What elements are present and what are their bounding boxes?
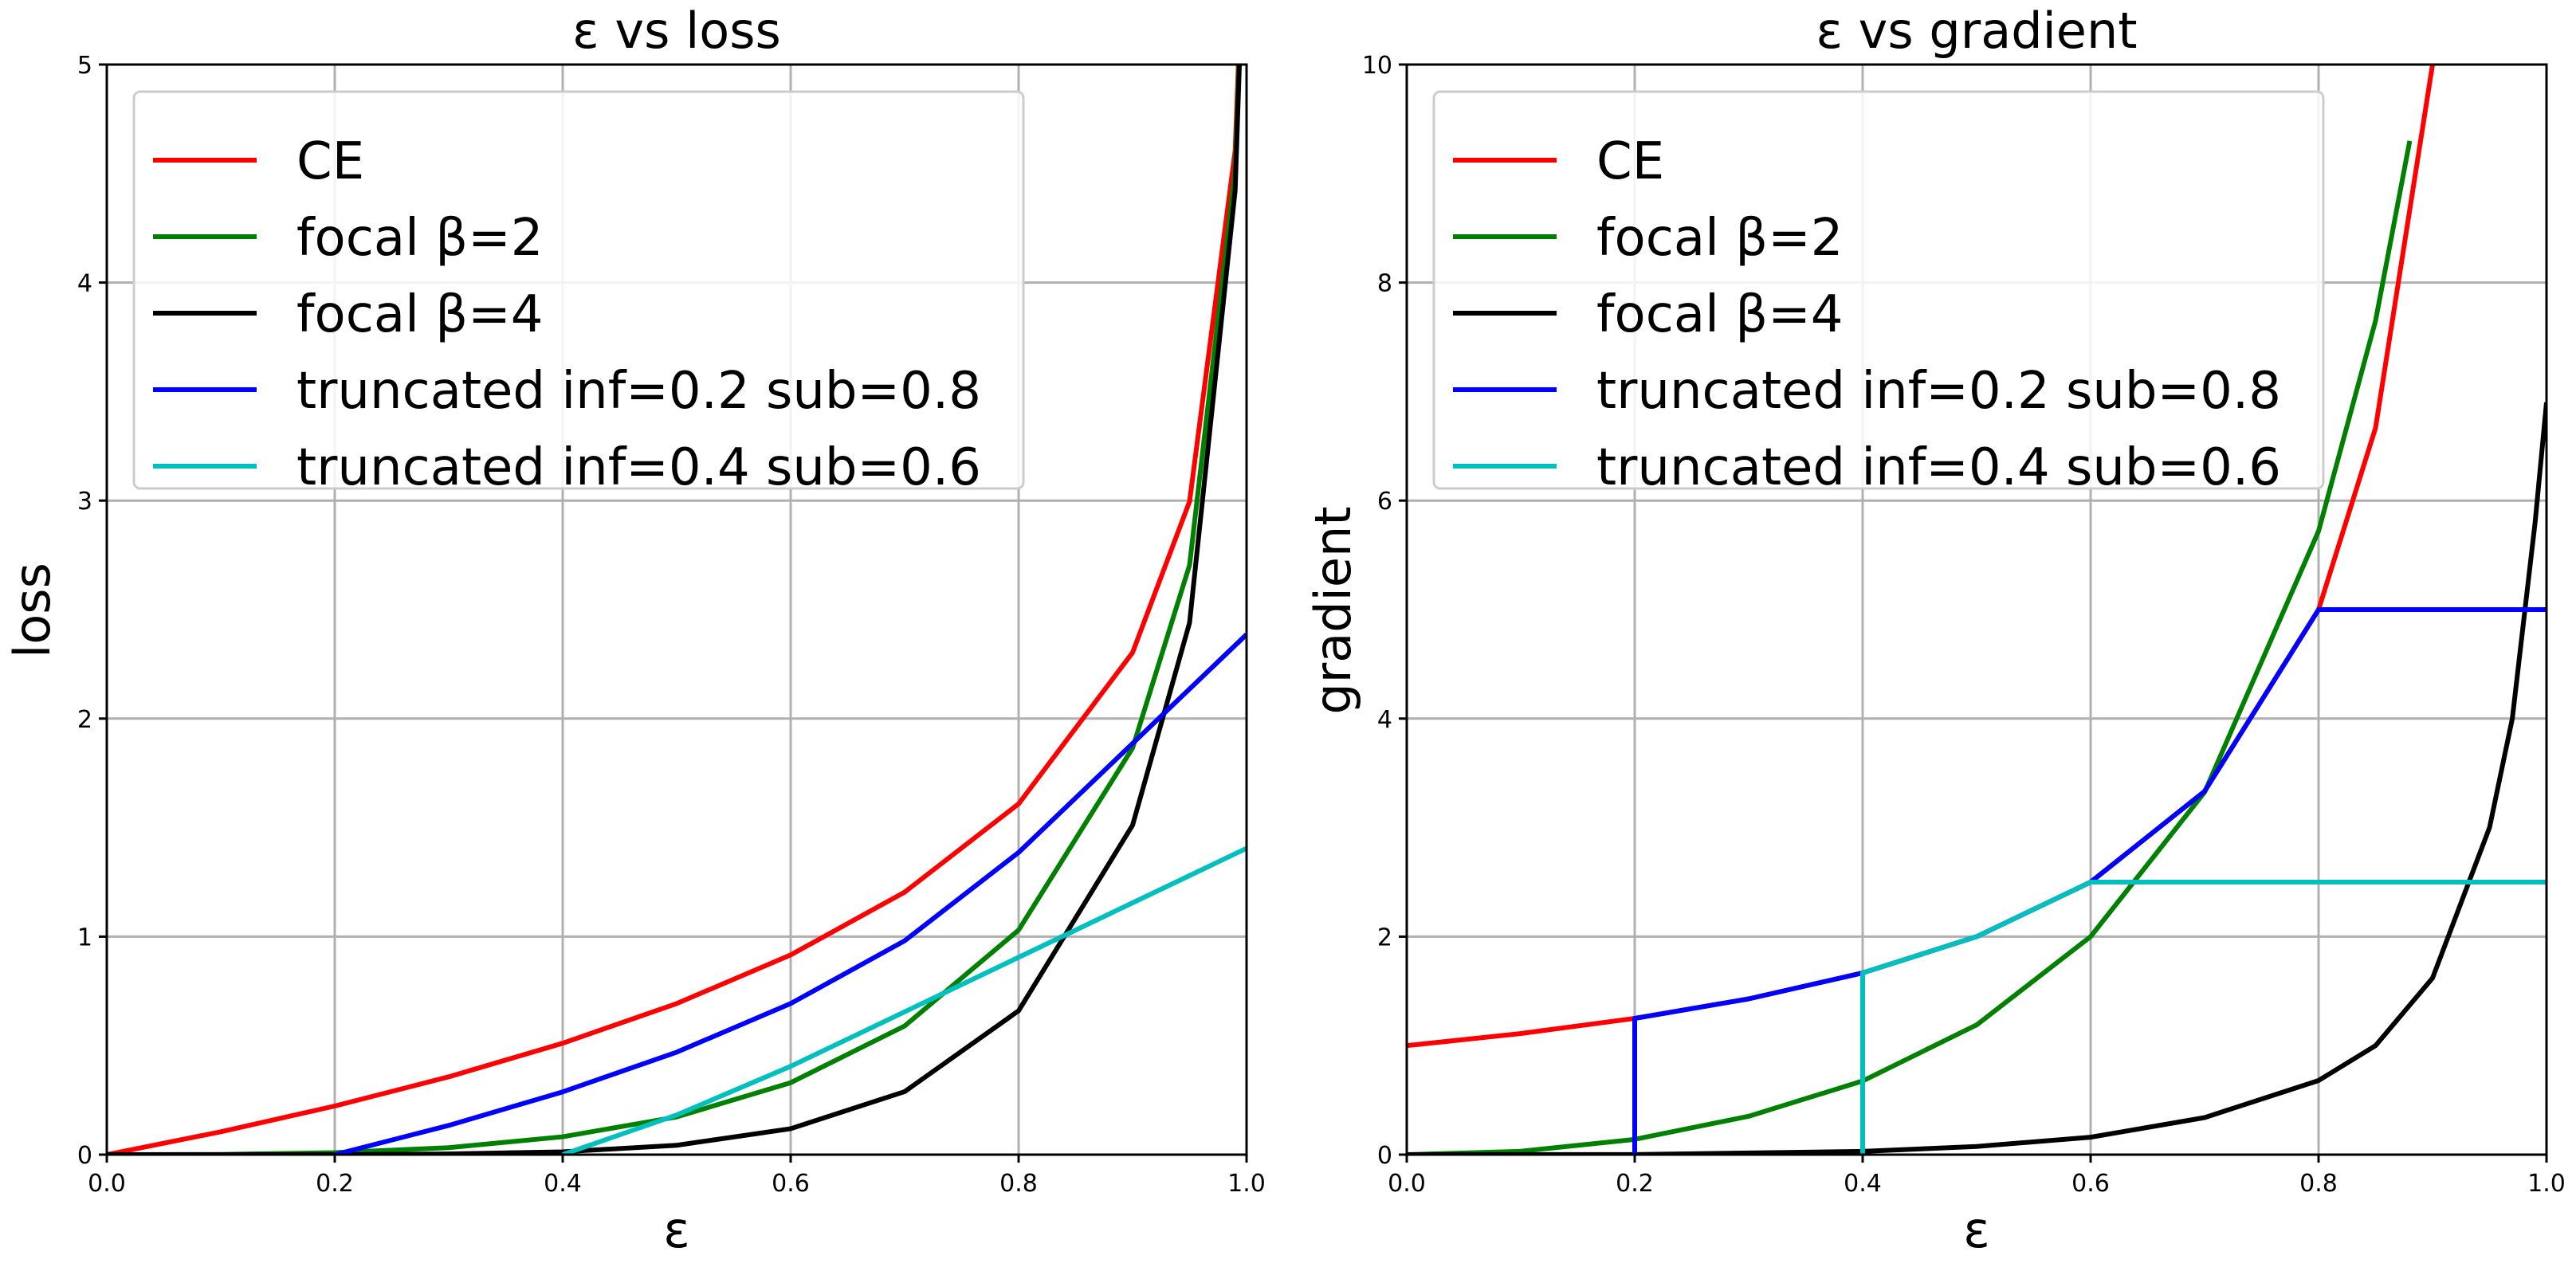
loss-y-tick-label: 5 [77,52,92,80]
loss-legend-label-focal-2: focal β=2 [296,209,543,268]
loss-series-line-ce [107,65,1241,1155]
gradient-x-tick-label: 0.2 [1616,1170,1654,1198]
gradient-legend-label-ce: CE [1596,132,1664,191]
gradient-legend-label-truncated-inf-0-2-sub-0-8: truncated inf=0.2 sub=0.8 [1596,362,2281,421]
loss-legend-label-ce: CE [296,132,364,191]
gradient-x-tick-label: 0.6 [2071,1170,2110,1198]
loss-panel: ε vs loss ε loss 0.0 0.2 0.4 0.6 0.8 1.0 0 1 2 3 4… [3,2,1266,1259]
loss-panel-ylabel: loss [3,563,61,658]
loss-legend-box [132,90,1025,490]
loss-x-tick-label: 0.6 [772,1170,810,1198]
gradient-panel: ε vs gradient ε gradient 0.0 0.2 0.4 0.6 0.8… [1304,2,2566,1259]
loss-panel-title: ε vs loss [572,2,781,60]
loss-x-tick-label: 0.8 [999,1170,1038,1198]
gradient-x-tick-label: 0.8 [2299,1170,2338,1198]
loss-legend-label-focal-4: focal β=4 [296,285,543,344]
gradient-panel-ylabel: gradient [1304,506,1362,714]
gradient-plot-frame [1405,63,2548,1156]
gradient-series-line-focal-4 [1407,402,2547,1155]
loss-legend-label-truncated-inf-0-4-sub-0-6: truncated inf=0.4 sub=0.6 [296,438,981,497]
gradient-x-tick-label: 1.0 [2527,1170,2566,1198]
loss-legend-label-truncated-inf-0-2-sub-0-8: truncated inf=0.2 sub=0.8 [296,362,981,421]
loss-plot-frame [105,63,1248,1156]
gradient-y-tick-label: 8 [1377,270,1392,298]
gradient-y-tick-label: 2 [1377,924,1392,951]
loss-y-tick-label: 4 [77,270,92,298]
gradient-series-line-focal-2 [1407,140,2413,1155]
loss-y-tick-label: 2 [77,706,92,734]
gradient-x-tick-label: 0.0 [1388,1170,1426,1198]
gradient-legend-label-focal-2: focal β=2 [1596,209,1843,268]
gradient-legend-label-focal-4: focal β=4 [1596,285,1843,344]
loss-x-tick-label: 1.0 [1227,1170,1266,1198]
gradient-y-tick-label: 6 [1377,488,1392,516]
gradient-legend-label-truncated-inf-0-4-sub-0-6: truncated inf=0.4 sub=0.6 [1596,438,2281,497]
loss-series-line-truncated-inf-0-4-sub-0-6 [562,845,1247,1155]
loss-series-line-focal-4 [107,65,1243,1155]
loss-x-tick-label: 0.2 [316,1170,354,1198]
gradient-panel-xlabel: ε [1963,1201,1990,1259]
loss-y-tick-label: 0 [77,1142,92,1170]
loss-legend: CE focal β=2 focal β=4 truncated inf=0.2 su… [132,90,1025,497]
loss-panel-xlabel: ε [663,1201,690,1259]
loss-x-tick-label: 0.0 [88,1170,126,1198]
loss-x-tick-label: 0.4 [544,1170,582,1198]
gradient-series-line-truncated-inf-0-4-sub-0-6 [1860,880,2547,1155]
gradient-legend-box [1432,90,2325,490]
gradient-y-tick-label: 10 [1362,52,1392,80]
gradient-panel-title: ε vs gradient [1816,2,2137,60]
gradient-y-tick-label: 4 [1377,706,1392,734]
loss-series-line-truncated-inf-0-2-sub-0-8 [334,633,1247,1155]
loss-y-tick-label: 3 [77,488,92,516]
loss-y-tick-label: 1 [77,924,92,951]
gradient-x-tick-label: 0.4 [1844,1170,1882,1198]
gradient-legend: CE focal β=2 focal β=4 truncated inf=0.2 su… [1432,90,2325,497]
gradient-y-tick-label: 0 [1377,1142,1392,1170]
